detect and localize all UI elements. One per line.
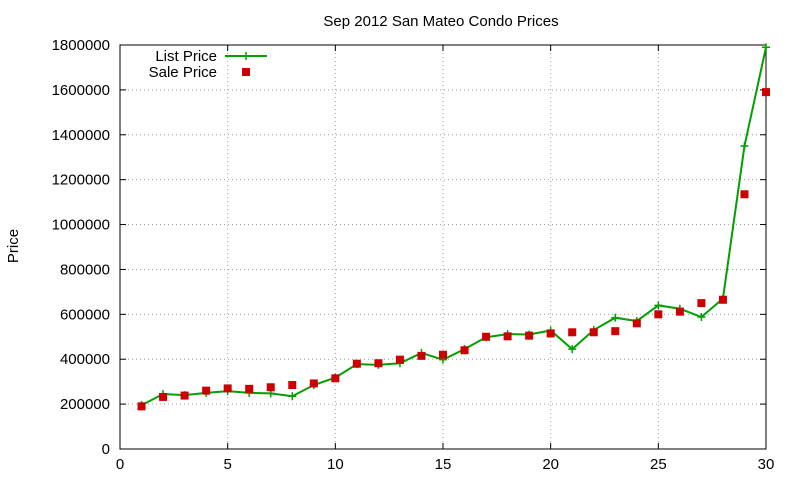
data-point: [675, 307, 684, 316]
data-point: [417, 351, 426, 360]
data-point: [740, 142, 749, 150]
y-tick-label: 800000: [60, 261, 110, 278]
data-point: [503, 332, 512, 341]
axes: [119, 44, 767, 450]
data-point: [762, 88, 770, 97]
data-point: [654, 310, 663, 319]
data-point: [288, 392, 297, 401]
y-tick-label: 1400000: [52, 127, 110, 144]
x-tick-label: 25: [650, 456, 667, 473]
chart-title: Sep 2012 San Mateo Condo Prices: [323, 13, 558, 30]
data-point: [439, 350, 447, 359]
y-tick-label: 1200000: [52, 172, 110, 189]
y-tick-label: 1600000: [52, 82, 110, 99]
data-point: [159, 392, 168, 401]
y-tick-label: 400000: [60, 351, 110, 368]
data-point: [589, 328, 598, 337]
data-point: [740, 190, 749, 199]
series-list-price: [137, 43, 770, 410]
data-point: [525, 331, 534, 340]
series-sale-price: [137, 88, 770, 411]
data-point: [223, 384, 232, 393]
data-point: [180, 391, 189, 400]
data-point: [546, 329, 555, 338]
legend-marker: [242, 68, 250, 76]
plot-series: [137, 43, 770, 411]
data-point: [632, 319, 641, 328]
legend-label: List Price: [155, 48, 217, 65]
data-point: [697, 299, 706, 308]
data-point: [654, 301, 663, 310]
data-point: [288, 381, 297, 390]
y-tick-label: 0: [102, 441, 110, 458]
data-point: [568, 345, 577, 354]
data-point: [762, 43, 770, 52]
series-line: [141, 47, 767, 407]
data-point: [611, 313, 620, 322]
data-point: [352, 359, 361, 368]
data-point: [718, 295, 727, 304]
data-point: [266, 383, 275, 392]
data-point: [568, 328, 577, 337]
data-point: [374, 359, 383, 368]
x-tick-label: 15: [435, 456, 452, 473]
data-point: [309, 379, 318, 388]
data-point: [395, 355, 404, 364]
legend-item: Sale Price: [149, 64, 250, 81]
x-tick-label: 20: [542, 456, 559, 473]
y-tick-label: 1000000: [52, 217, 110, 234]
data-point: [245, 384, 254, 393]
data-point: [697, 313, 706, 322]
data-point: [482, 332, 491, 341]
x-tick-label: 10: [327, 456, 344, 473]
x-tick-label: 0: [116, 456, 124, 473]
grid-lines: [120, 45, 766, 449]
y-axis-label: Price: [5, 229, 22, 263]
legend-marker: [242, 52, 250, 60]
data-point: [137, 402, 146, 411]
x-tick-label: 5: [223, 456, 231, 473]
legend-label: Sale Price: [149, 64, 217, 81]
legend-item: List Price: [155, 48, 267, 65]
x-tick-label: 30: [758, 456, 775, 473]
data-point: [460, 346, 469, 355]
y-tick-label: 200000: [60, 396, 110, 413]
data-point: [611, 327, 620, 336]
tick-labels: 0 5 10 15 20 25 30 0 200000 400000 600000 800000 100…: [52, 37, 775, 473]
data-point: [202, 386, 211, 395]
y-tick-label: 600000: [60, 306, 110, 323]
y-tick-label: 1800000: [52, 37, 110, 54]
data-point: [331, 374, 340, 383]
